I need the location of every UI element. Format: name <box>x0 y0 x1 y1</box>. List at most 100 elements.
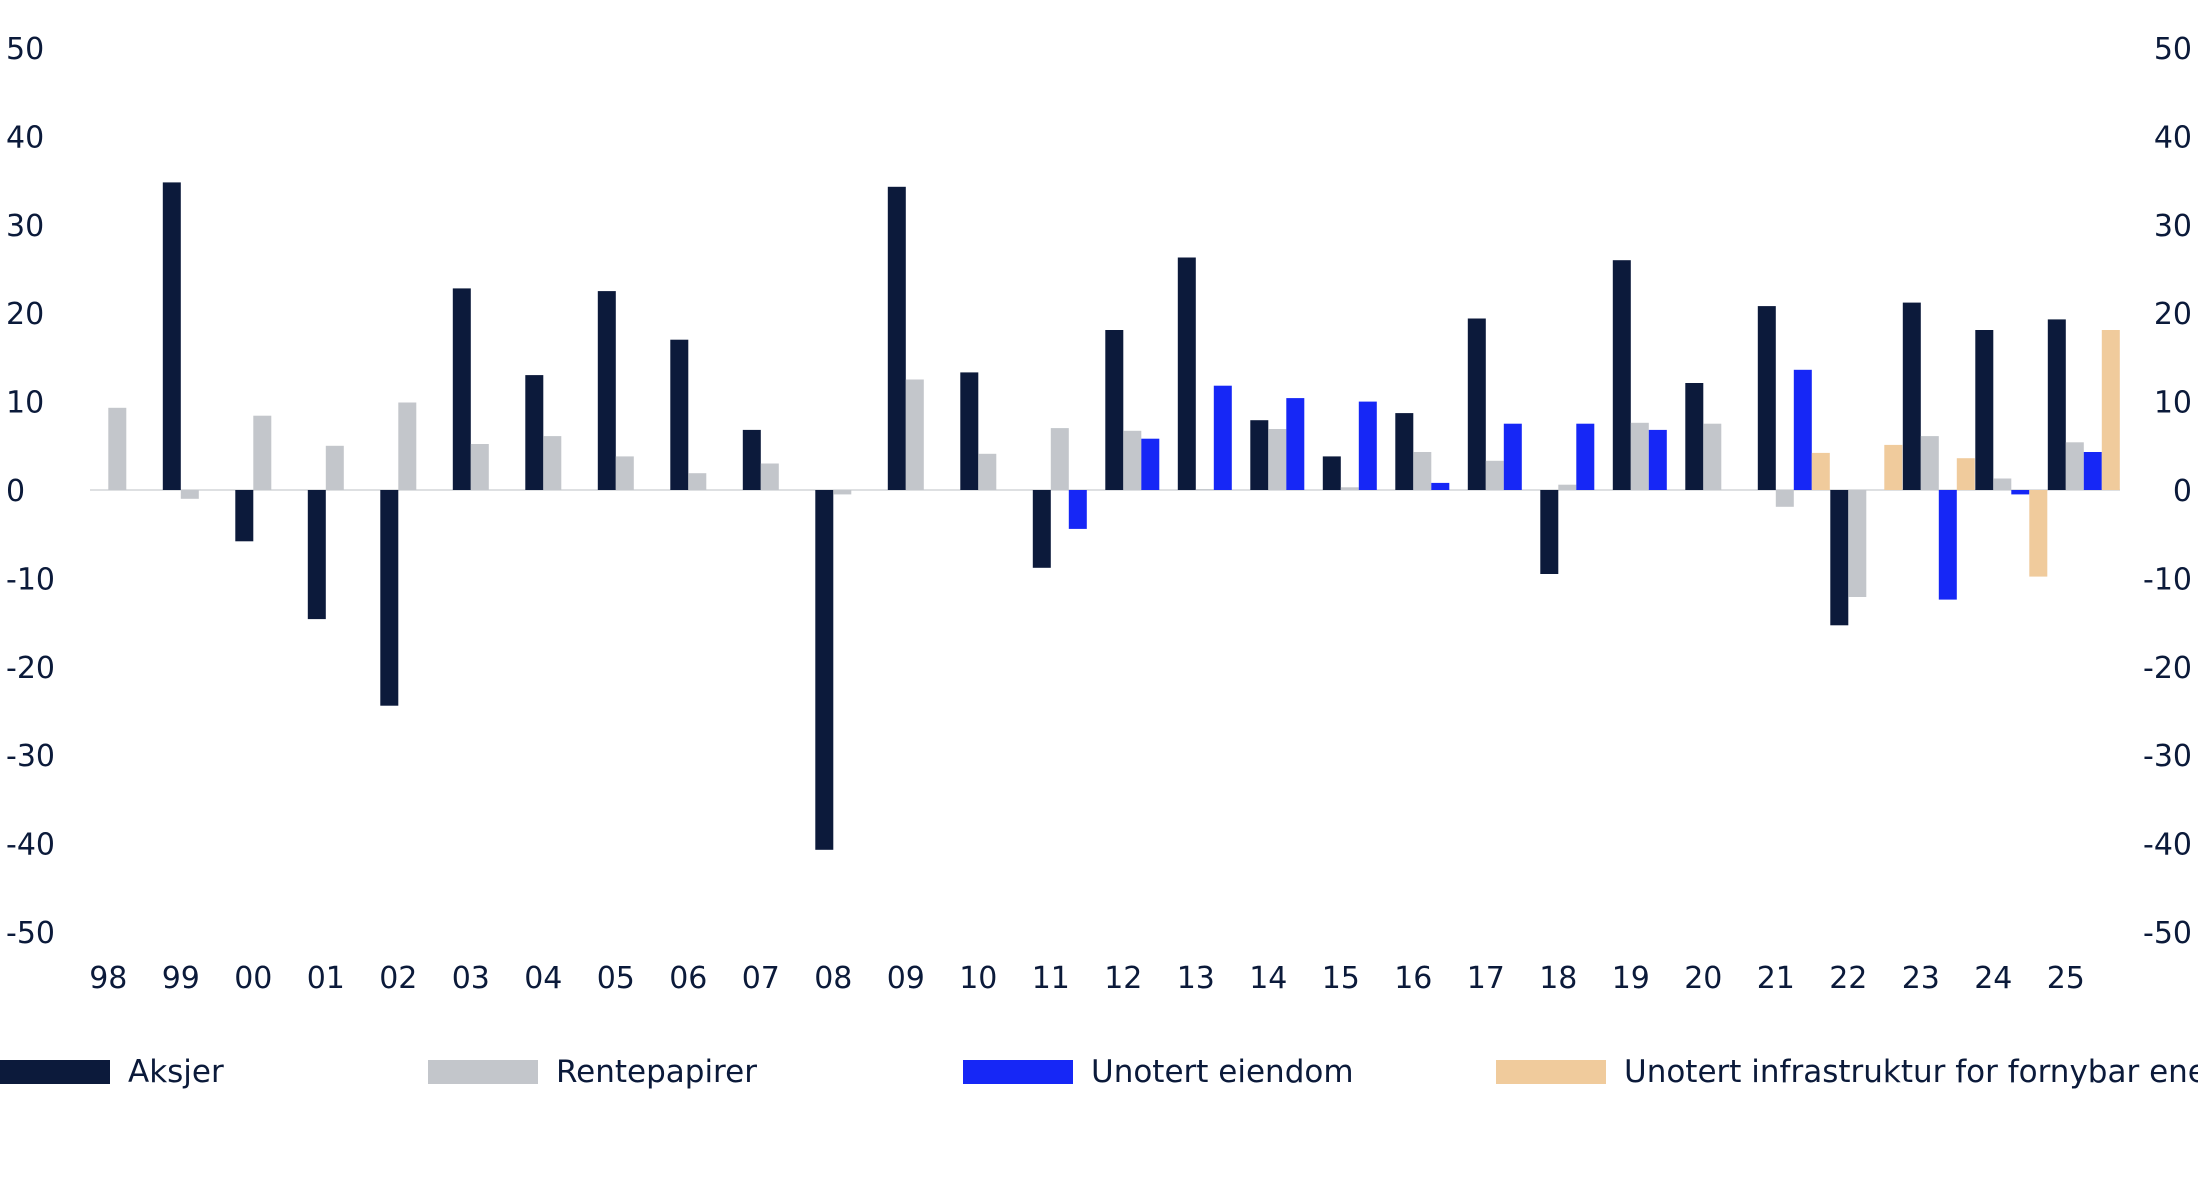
bar-unotert-eiendom-18 <box>1576 423 1595 490</box>
bar-aksjer-22 <box>1830 490 1849 626</box>
bar-rentepapirer-15 <box>1340 487 1359 490</box>
x-tick-label: 20 <box>1684 961 1722 996</box>
bar-rentepapirer-13 <box>1195 489 1214 491</box>
bar-aksjer-19 <box>1612 260 1631 490</box>
bar-rentepapirer-06 <box>688 473 707 490</box>
y-tick-left: -30 <box>6 739 55 774</box>
y-tick-right: 30 <box>2154 209 2192 244</box>
y-tick-left: -10 <box>6 562 55 597</box>
y-tick-left: 20 <box>6 297 44 332</box>
y-tick-left: 30 <box>6 209 44 244</box>
y-tick-right: 10 <box>2154 386 2192 421</box>
x-tick-label: 13 <box>1177 961 1215 996</box>
x-tick-label: 03 <box>452 961 490 996</box>
bar-aksjer-25 <box>2047 319 2066 490</box>
bar-aksjer-03 <box>452 288 471 490</box>
bar-aksjer-00 <box>235 490 254 542</box>
x-tick-label: 19 <box>1612 961 1650 996</box>
bar-rentepapirer-00 <box>253 415 272 490</box>
x-tick-label: 02 <box>379 961 417 996</box>
bar-aksjer-02 <box>380 490 399 706</box>
y-tick-left: -40 <box>6 828 55 863</box>
x-tick-label: 04 <box>524 961 562 996</box>
legend-item-unotert-eiendom: Unotert eiendom <box>963 1044 1354 1100</box>
bar-unotert-eiendom-13 <box>1213 385 1232 490</box>
legend-item-rentepapirer: Rentepapirer <box>428 1044 757 1100</box>
x-tick-label: 10 <box>959 961 997 996</box>
bar-aksjer-05 <box>597 291 616 490</box>
legend-item-aksjer: Aksjer <box>0 1044 224 1100</box>
x-tick-label: 24 <box>1974 961 2012 996</box>
x-tick-label: 98 <box>89 961 127 996</box>
bar-unotert-infrastruktur-for-fornybar-energi-23 <box>1956 458 1975 490</box>
bar-rentepapirer-11 <box>1050 428 1069 490</box>
bar-aksjer-11 <box>1032 490 1051 568</box>
bar-rentepapirer-24 <box>1993 478 2012 490</box>
bar-aksjer-06 <box>670 339 689 490</box>
bar-aksjer-21 <box>1757 306 1776 490</box>
bar-rentepapirer-20 <box>1703 423 1722 490</box>
bar-rentepapirer-10 <box>978 453 997 490</box>
bar-aksjer-09 <box>887 186 906 491</box>
bar-unotert-eiendom-19 <box>1648 429 1667 490</box>
x-tick-label: 14 <box>1249 961 1287 996</box>
bar-rentepapirer-99 <box>180 490 199 499</box>
bar-unotert-infrastruktur-for-fornybar-energi-25 <box>2101 330 2120 490</box>
bar-aksjer-01 <box>307 490 326 620</box>
bar-rentepapirer-14 <box>1268 429 1287 490</box>
y-tick-right: -10 <box>2143 562 2192 597</box>
y-tick-left: 10 <box>6 386 44 421</box>
legend-label-aksjer: Aksjer <box>128 1054 224 1090</box>
legend-item-unotert-infrastruktur: Unotert infrastruktur for fornybar energ… <box>1496 1044 2198 1100</box>
x-tick-label: 18 <box>1539 961 1577 996</box>
y-tick-right: -50 <box>2143 916 2192 951</box>
y-tick-left: 40 <box>6 120 44 155</box>
y-tick-left: -20 <box>6 651 55 686</box>
bar-rentepapirer-01 <box>325 445 344 490</box>
x-tick-label: 23 <box>1902 961 1940 996</box>
bar-unotert-eiendom-15 <box>1358 401 1377 490</box>
bar-aksjer-17 <box>1467 318 1486 490</box>
bar-rentepapirer-21 <box>1775 490 1794 507</box>
y-tick-right: -40 <box>2143 828 2192 863</box>
bar-unotert-eiendom-12 <box>1141 438 1160 490</box>
x-tick-label: 00 <box>234 961 272 996</box>
legend: Aksjer Rentepapirer Unotert eiendom Unot… <box>0 1044 2198 1104</box>
bar-aksjer-15 <box>1322 456 1341 490</box>
bar-aksjer-20 <box>1685 383 1704 490</box>
bar-aksjer-18 <box>1540 490 1559 574</box>
legend-label-unotert-infrastruktur: Unotert infrastruktur for fornybar energ… <box>1624 1054 2198 1090</box>
x-tick-label: 15 <box>1322 961 1360 996</box>
bar-aksjer-12 <box>1105 330 1124 490</box>
y-tick-left: 50 <box>6 32 44 67</box>
bar-aksjer-08 <box>815 490 834 850</box>
y-tick-right: -30 <box>2143 739 2192 774</box>
bar-aksjer-10 <box>960 372 979 490</box>
x-tick-label: 99 <box>162 961 200 996</box>
legend-label-unotert-eiendom: Unotert eiendom <box>1091 1054 1354 1090</box>
bar-unotert-eiendom-25 <box>2083 452 2102 490</box>
bar-rentepapirer-09 <box>905 379 924 490</box>
bar-rentepapirer-02 <box>398 402 417 490</box>
bar-rentepapirer-19 <box>1630 422 1649 490</box>
bar-unotert-eiendom-11 <box>1068 490 1087 529</box>
y-tick-right: 20 <box>2154 297 2192 332</box>
y-tick-right: 0 <box>2173 474 2192 509</box>
y-tick-right: 40 <box>2154 120 2192 155</box>
bar-rentepapirer-12 <box>1123 430 1142 490</box>
x-tick-label: 08 <box>814 961 852 996</box>
bar-aksjer-13 <box>1177 257 1196 490</box>
legend-label-rentepapirer: Rentepapirer <box>556 1054 757 1090</box>
bar-rentepapirer-18 <box>1558 484 1577 490</box>
x-tick-label: 17 <box>1467 961 1505 996</box>
legend-swatch-aksjer <box>0 1060 110 1084</box>
y-tick-right: 50 <box>2154 32 2192 67</box>
y-tick-right: -20 <box>2143 651 2192 686</box>
x-tick-label: 05 <box>597 961 635 996</box>
bar-aksjer-99 <box>162 182 181 490</box>
bar-rentepapirer-07 <box>760 463 779 490</box>
bar-aksjer-16 <box>1395 413 1414 490</box>
bar-aksjer-04 <box>525 375 544 490</box>
bar-unotert-eiendom-23 <box>1938 490 1957 600</box>
